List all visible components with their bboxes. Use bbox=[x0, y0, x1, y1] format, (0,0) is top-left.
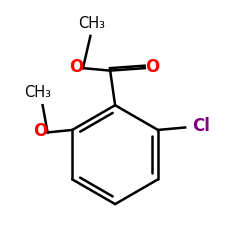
Text: O: O bbox=[69, 58, 83, 76]
Text: Cl: Cl bbox=[192, 117, 210, 135]
Text: O: O bbox=[145, 58, 159, 76]
Text: CH₃: CH₃ bbox=[24, 85, 51, 100]
Text: CH₃: CH₃ bbox=[78, 16, 105, 31]
Text: O: O bbox=[34, 122, 48, 140]
